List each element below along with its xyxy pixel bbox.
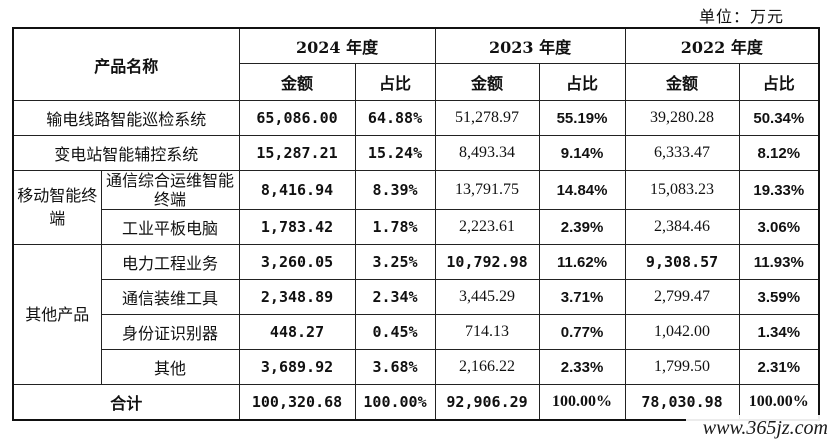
total-amount-cell: 92,906.29 [434, 384, 540, 421]
amount-cell: 3,689.92 [238, 349, 356, 386]
year-header-2022: 2022 年度 [624, 27, 820, 64]
ratio-cell: 3.59% [738, 279, 820, 316]
ratio-cell: 11.62% [538, 244, 626, 281]
ratio-cell: 14.84% [538, 169, 626, 211]
ratio-cell: 2.31% [738, 349, 820, 386]
table-row: 身份证识别器 448.27 0.45% 714.13 0.77% 1,042.0… [13, 314, 820, 351]
amount-cell: 6,333.47 [624, 135, 740, 171]
product-cell: 其他 [100, 349, 240, 386]
table-row: 通信装维工具 2,348.89 2.34% 3,445.29 3.71% 2,7… [13, 279, 820, 316]
total-amount-cell: 100,320.68 [238, 384, 356, 421]
product-name-header: 产品名称 [12, 27, 240, 101]
ratio-cell: 3.25% [354, 244, 436, 281]
ratio-cell: 9.14% [538, 135, 626, 171]
amount-cell: 3,445.29 [434, 279, 540, 316]
amount-cell: 8,416.94 [238, 169, 356, 211]
amount-cell: 1,799.50 [624, 349, 740, 386]
ratio-cell: 55.19% [538, 100, 626, 136]
product-cell: 身份证识别器 [100, 314, 240, 351]
ratio-cell: 3.06% [738, 209, 820, 246]
ratio-header: 占比 [354, 63, 436, 101]
ratio-cell: 1.34% [738, 314, 820, 351]
ratio-cell: 8.39% [354, 169, 436, 211]
ratio-cell: 50.34% [738, 100, 820, 136]
amount-cell: 8,493.34 [434, 135, 540, 171]
ratio-cell: 64.88% [354, 100, 436, 136]
amount-cell: 2,166.22 [434, 349, 540, 386]
product-cell: 通信综合运维智能终端 [100, 169, 240, 211]
amount-cell: 1,042.00 [624, 314, 740, 351]
total-ratio-cell: 100.00% [354, 384, 436, 421]
table-row: 输电线路智能巡检系统 65,086.00 64.88% 51,278.97 55… [12, 100, 820, 136]
amount-cell: 2,223.61 [434, 209, 540, 246]
amount-cell: 448.27 [238, 314, 356, 351]
ratio-cell: 0.45% [354, 314, 436, 351]
total-ratio-cell: 100.00% [538, 384, 626, 421]
amount-cell: 15,083.23 [624, 169, 740, 211]
amount-header: 金额 [624, 63, 740, 101]
ratio-cell: 1.78% [354, 209, 436, 246]
amount-cell: 9,308.57 [624, 244, 740, 281]
unit-label: 单位：万元 [698, 7, 784, 26]
table-row: 其他产品 电力工程业务 3,260.05 3.25% 10,792.98 11.… [12, 244, 820, 386]
amount-cell: 15,287.21 [238, 135, 356, 171]
ratio-cell: 0.77% [538, 314, 626, 351]
amount-cell: 2,348.89 [238, 279, 356, 316]
ratio-header: 占比 [738, 63, 820, 101]
total-ratio-cell: 100.00% [738, 384, 820, 421]
category-cell: 其他产品 [12, 244, 102, 386]
ratio-cell: 15.24% [354, 135, 436, 171]
ratio-cell: 2.39% [538, 209, 626, 246]
header-row-years: 产品名称 2024 年度 2023 年度 2022 年度 [12, 27, 820, 101]
product-cell: 工业平板电脑 [100, 209, 240, 246]
product-cell: 通信装维工具 [100, 279, 240, 316]
ratio-cell: 3.71% [538, 279, 626, 316]
amount-header: 金额 [434, 63, 540, 101]
product-cell: 电力工程业务 [100, 244, 240, 281]
amount-cell: 3,260.05 [238, 244, 356, 281]
total-row: 合计 100,320.68 100.00% 92,906.29 100.00% … [12, 384, 820, 421]
amount-cell: 1,783.42 [238, 209, 356, 246]
ratio-cell: 19.33% [738, 169, 820, 211]
table-row: 其他 3,689.92 3.68% 2,166.22 2.33% 1,799.5… [13, 349, 820, 386]
table-row: 移动智能终端 通信综合运维智能终端 8,416.94 8.39% 13,791.… [12, 169, 820, 246]
year-header-2024: 2024 年度 [238, 27, 436, 64]
ratio-cell: 8.12% [738, 135, 820, 171]
revenue-table: 产品名称 2024 年度 2023 年度 2022 年度 金额 占比 金额 占比… [12, 27, 821, 422]
amount-cell: 51,278.97 [434, 100, 540, 136]
amount-header: 金额 [238, 63, 356, 101]
year-header-2023: 2023 年度 [434, 27, 626, 64]
ratio-header: 占比 [538, 63, 626, 101]
amount-cell: 714.13 [434, 314, 540, 351]
amount-cell: 2,384.46 [624, 209, 740, 246]
ratio-cell: 11.93% [738, 244, 820, 281]
product-cell: 变电站智能辅控系统 [12, 135, 240, 171]
ratio-cell: 2.34% [354, 279, 436, 316]
ratio-cell: 3.68% [354, 349, 436, 386]
ratio-cell: 2.33% [538, 349, 626, 386]
amount-cell: 10,792.98 [434, 244, 540, 281]
product-cell: 输电线路智能巡检系统 [12, 100, 240, 136]
site-watermark: www.365jz.com [686, 415, 828, 441]
total-label: 合计 [12, 384, 240, 421]
amount-cell: 65,086.00 [238, 100, 356, 136]
amount-cell: 2,799.47 [624, 279, 740, 316]
amount-cell: 13,791.75 [434, 169, 540, 211]
amount-cell: 39,280.28 [624, 100, 740, 136]
total-amount-cell: 78,030.98 [624, 384, 740, 421]
header-row-metrics: 金额 占比 金额 占比 金额 占比 [13, 63, 820, 101]
category-cell: 移动智能终端 [12, 169, 102, 246]
table-row: 工业平板电脑 1,783.42 1.78% 2,223.61 2.39% 2,3… [13, 209, 820, 246]
table-row: 变电站智能辅控系统 15,287.21 15.24% 8,493.34 9.14… [12, 135, 820, 171]
